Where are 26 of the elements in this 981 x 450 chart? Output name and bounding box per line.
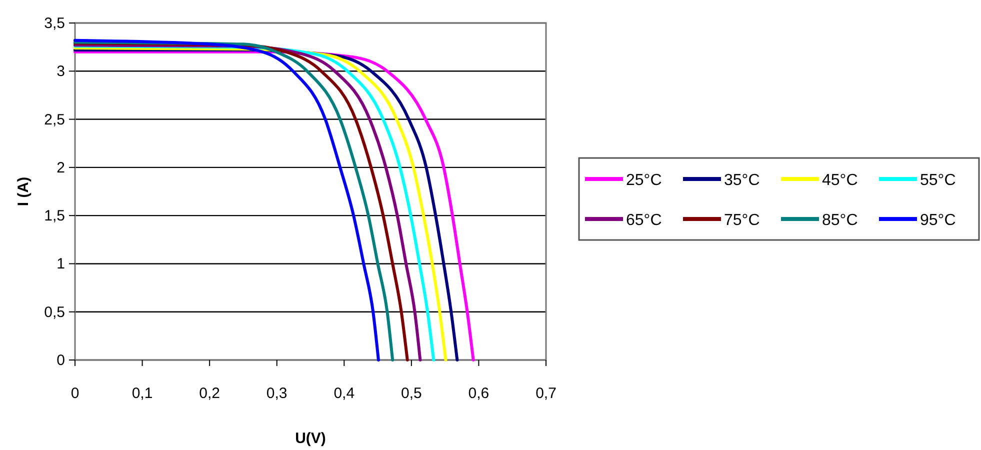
x-tick-label: 0,7 bbox=[536, 385, 556, 402]
legend-label: 65°C bbox=[626, 212, 662, 229]
legend-label: 75°C bbox=[724, 212, 760, 229]
x-tick-label: 0,1 bbox=[132, 385, 153, 402]
x-tick-label: 0,6 bbox=[468, 385, 490, 402]
y-tick-label: 0 bbox=[56, 352, 65, 369]
x-axis-title: U(V) bbox=[295, 430, 326, 447]
y-tick-label: 2,5 bbox=[44, 111, 65, 128]
legend-label: 25°C bbox=[626, 172, 662, 189]
y-tick-label: 1,5 bbox=[44, 208, 65, 225]
x-tick-label: 0 bbox=[70, 385, 80, 402]
y-tick-label: 3 bbox=[56, 63, 65, 80]
y-tick-label: 3,5 bbox=[44, 15, 65, 32]
x-tick-label: 0,4 bbox=[334, 385, 355, 402]
x-tick-label: 0,5 bbox=[401, 385, 422, 402]
legend-label: 85°C bbox=[822, 212, 858, 229]
legend-label: 45°C bbox=[822, 172, 858, 189]
legend-label: 55°C bbox=[920, 172, 956, 189]
y-axis-title: I (A) bbox=[15, 176, 32, 206]
y-tick-label: 1 bbox=[56, 256, 65, 273]
legend-label: 35°C bbox=[724, 172, 760, 189]
y-tick-label: 0,5 bbox=[44, 304, 65, 321]
x-tick-label: 0,3 bbox=[266, 385, 288, 402]
legend-label: 95°C bbox=[920, 212, 956, 229]
y-tick-label: 2 bbox=[56, 159, 65, 176]
x-tick-label: 0,2 bbox=[199, 385, 220, 402]
